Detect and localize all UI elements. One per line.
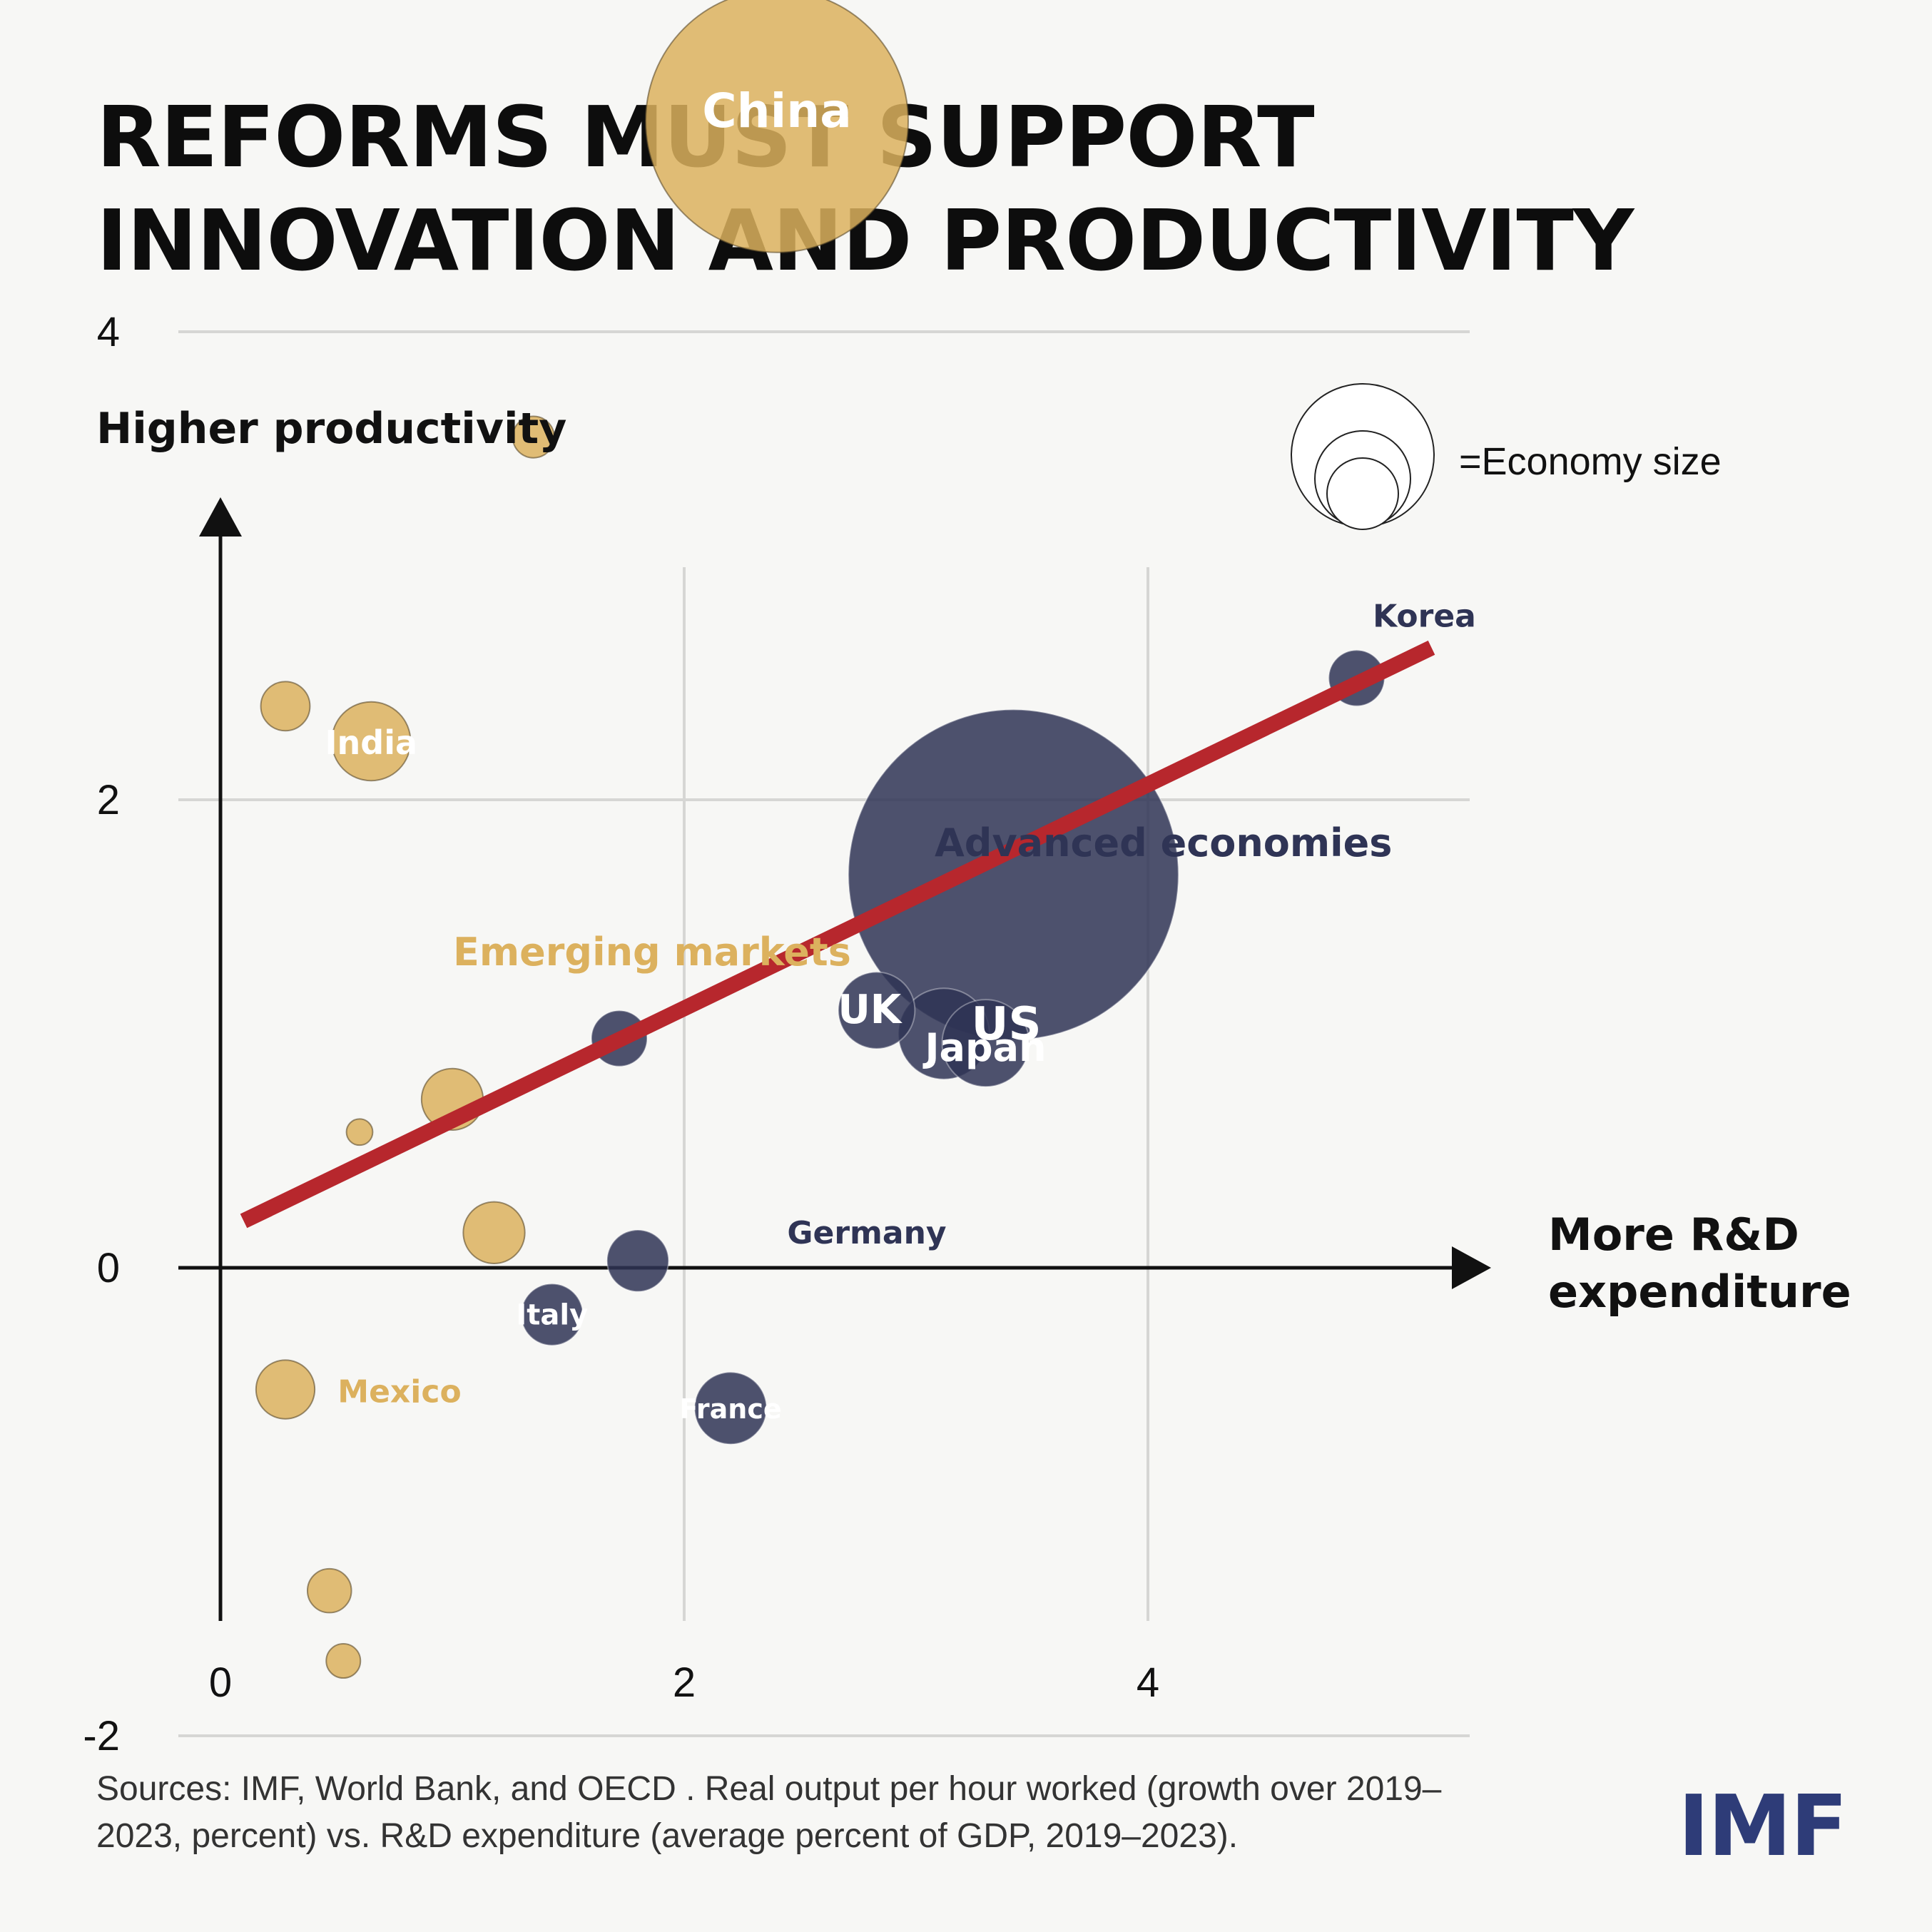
y-tick-label: 0 xyxy=(97,1245,120,1291)
tick-labels: -20246024 xyxy=(83,309,1159,1759)
bubble-italy xyxy=(520,1283,584,1346)
bubble-label-germany: Germany xyxy=(787,1215,946,1251)
bubble-label-india: India xyxy=(325,723,417,762)
bubble-uk xyxy=(838,971,916,1049)
x-tick-label: 0 xyxy=(209,1659,232,1706)
bubble-label-us: US xyxy=(971,998,1041,1051)
axes xyxy=(178,497,1491,1621)
bubble-label-japan: Japan xyxy=(922,1025,1046,1070)
legend-circle-small xyxy=(1326,457,1399,530)
bubble-label-china: China xyxy=(702,83,852,138)
bubble-unlabeled xyxy=(512,415,555,459)
bubble-mexico xyxy=(255,1359,316,1420)
y-tick-label: 4 xyxy=(97,309,120,355)
bubble-label-uk: UK xyxy=(838,987,903,1033)
sources-note: Sources: IMF, World Bank, and OECD . Rea… xyxy=(96,1770,1442,1855)
bubble-unlabeled xyxy=(606,1229,670,1293)
x-axis-title: More R&D expenditure xyxy=(1548,1209,1851,1318)
y-axis-title: Higher productivity xyxy=(96,404,566,454)
legend-label: =Economy size xyxy=(1459,440,1722,483)
bubble-unlabeled xyxy=(325,1643,362,1679)
x-axis-title-line-2: expenditure xyxy=(1548,1266,1851,1318)
bubble-labels: US China Germany Japan India UK France Italy Mex… xyxy=(325,83,1475,1425)
trend-line xyxy=(240,640,1435,1229)
y-tick-label: 2 xyxy=(97,777,120,823)
bubble-china xyxy=(645,0,909,253)
y-axis-arrow xyxy=(199,497,242,537)
imf-logo: IMF xyxy=(1678,1776,1848,1875)
bubble-label-mexico: Mexico xyxy=(337,1374,461,1410)
bubble-label-korea: Korea xyxy=(1373,598,1476,634)
bubble-japan xyxy=(941,999,1030,1088)
bubble-unlabeled xyxy=(345,1118,374,1147)
y-tick-label: -2 xyxy=(83,1713,120,1759)
bubbles xyxy=(255,0,1386,1679)
bubble-india xyxy=(331,701,412,782)
bubble-label-france: France xyxy=(679,1393,781,1425)
bubble-unlabeled xyxy=(260,681,311,732)
group-label-advanced: Advanced economies xyxy=(935,820,1392,865)
x-tick-label: 4 xyxy=(1137,1659,1159,1706)
group-label-emerging: Emerging markets xyxy=(453,930,851,975)
bubble-label-italy: Italy xyxy=(516,1299,588,1332)
bubble-france xyxy=(693,1371,768,1445)
bubble-unlabeled xyxy=(462,1201,526,1264)
grid-lines xyxy=(178,330,1470,1737)
x-axis-title-line-1: More R&D xyxy=(1548,1209,1799,1261)
x-tick-label: 2 xyxy=(673,1659,696,1706)
x-axis-arrow xyxy=(1452,1246,1491,1289)
size-legend: =Economy size xyxy=(1291,383,1722,530)
bubble-unlabeled xyxy=(306,1567,352,1614)
